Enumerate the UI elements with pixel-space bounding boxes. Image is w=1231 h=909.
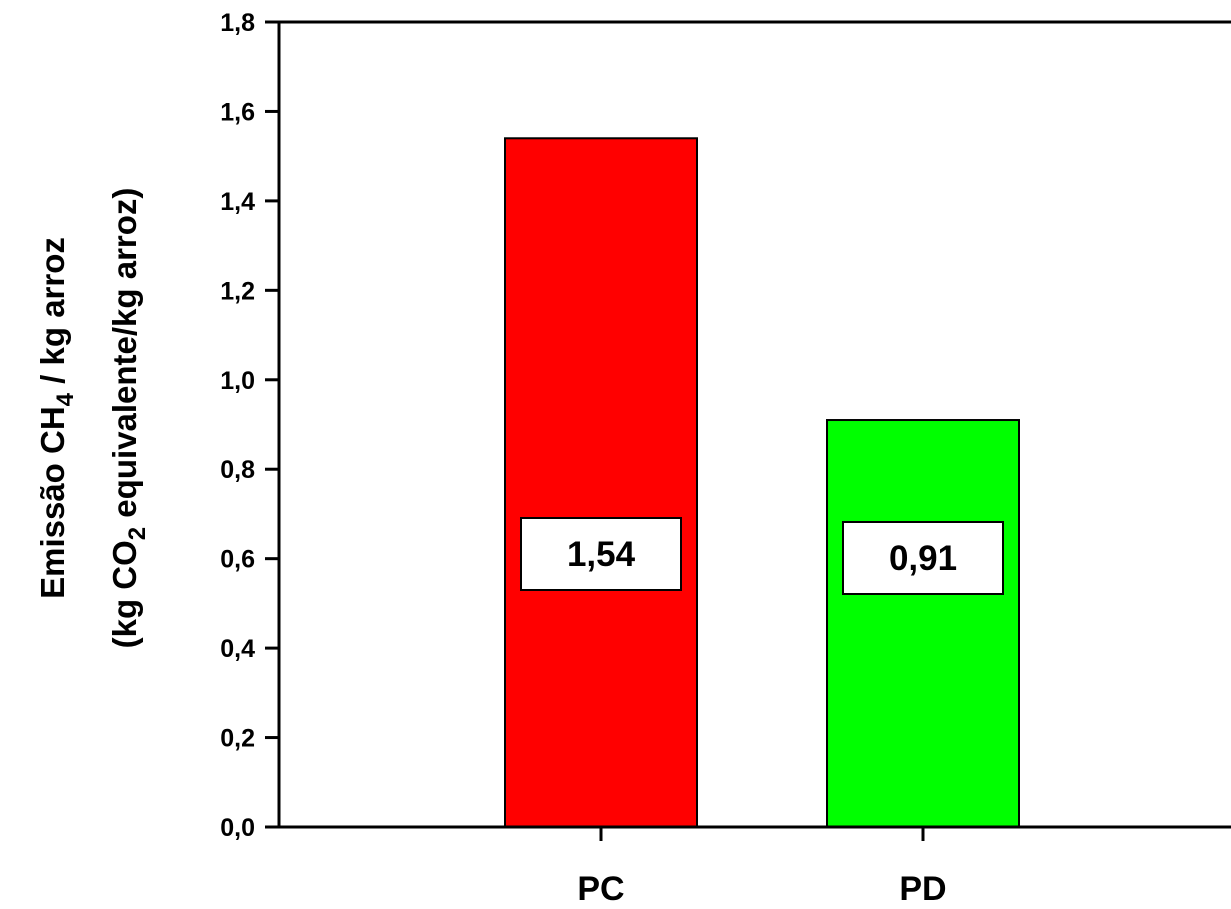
x-category-label: PD bbox=[899, 870, 946, 908]
y-tick-label: 1,2 bbox=[220, 277, 255, 305]
y-tick-label: 0,0 bbox=[220, 814, 255, 842]
y-tick-label: 0,6 bbox=[220, 546, 255, 574]
x-category-label: PC bbox=[577, 870, 624, 908]
y-tick-label: 1,6 bbox=[220, 98, 255, 126]
y-axis-title-line2-sub: 2 bbox=[124, 527, 151, 540]
y-axis-title-line2-main: (kg CO bbox=[106, 540, 143, 648]
value-label-box bbox=[520, 517, 682, 591]
y-axis-title-line2: (kg CO2 equivalente/kg arroz) bbox=[106, 188, 151, 649]
y-tick-label: 1,8 bbox=[220, 9, 255, 37]
y-axis-title-line1-sub: 4 bbox=[52, 392, 79, 406]
y-tick-label: 0,8 bbox=[220, 456, 255, 484]
bar-pd bbox=[826, 419, 1020, 828]
y-tick-label: 0,2 bbox=[220, 725, 255, 753]
bar-pc bbox=[504, 137, 698, 828]
y-tick-label: 1,4 bbox=[220, 188, 255, 216]
y-tick-label: 1,0 bbox=[220, 367, 255, 395]
y-axis-title-line1-main: Emissão CH bbox=[34, 406, 71, 599]
y-axis-title-line1: Emissão CH4 / kg arroz bbox=[34, 237, 79, 599]
value-label: 0,91 bbox=[889, 539, 957, 578]
y-axis-title-line1-rest: / kg arroz bbox=[34, 237, 71, 393]
y-tick-label: 0,4 bbox=[220, 635, 255, 663]
value-label-box bbox=[842, 521, 1004, 595]
y-axis-title-line2-rest: equivalente/kg arroz) bbox=[106, 188, 143, 527]
value-label: 1,54 bbox=[567, 535, 636, 574]
